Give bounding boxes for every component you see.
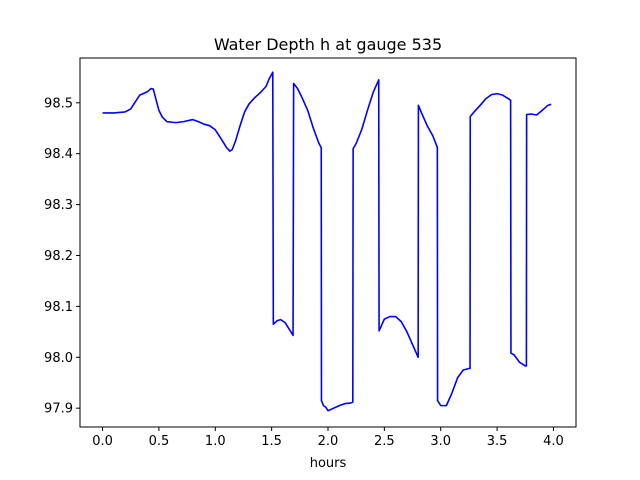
x-tick-label: 2.5 bbox=[374, 434, 395, 449]
x-axis: 0.0 0.5 1.0 1.5 2.0 2.5 3.0 3.5 4.0 bbox=[92, 427, 564, 449]
x-axis-label: hours bbox=[310, 456, 347, 471]
y-tick-label: 97.9 bbox=[44, 402, 73, 417]
y-tick-label: 98.3 bbox=[44, 198, 73, 213]
x-tick-label: 3.0 bbox=[430, 434, 451, 449]
y-tick-label: 98.4 bbox=[44, 147, 73, 162]
y-tick-label: 98.0 bbox=[44, 351, 73, 366]
x-tick-label: 1.5 bbox=[261, 434, 282, 449]
x-tick-label: 0.5 bbox=[149, 434, 170, 449]
y-axis: 97.9 98.0 98.1 98.2 98.3 98.4 98.5 bbox=[44, 96, 80, 417]
chart-title: Water Depth h at gauge 535 bbox=[214, 35, 442, 54]
x-tick-label: 4.0 bbox=[543, 434, 564, 449]
y-tick-label: 98.2 bbox=[44, 249, 73, 264]
y-tick-label: 98.5 bbox=[44, 96, 73, 111]
x-tick-label: 1.0 bbox=[205, 434, 226, 449]
x-tick-label: 3.5 bbox=[487, 434, 508, 449]
x-tick-label: 0.0 bbox=[92, 434, 113, 449]
x-tick-label: 2.0 bbox=[318, 434, 339, 449]
y-tick-label: 98.1 bbox=[44, 300, 73, 315]
series-line-1 bbox=[102, 71, 552, 412]
series-layer bbox=[102, 71, 552, 412]
